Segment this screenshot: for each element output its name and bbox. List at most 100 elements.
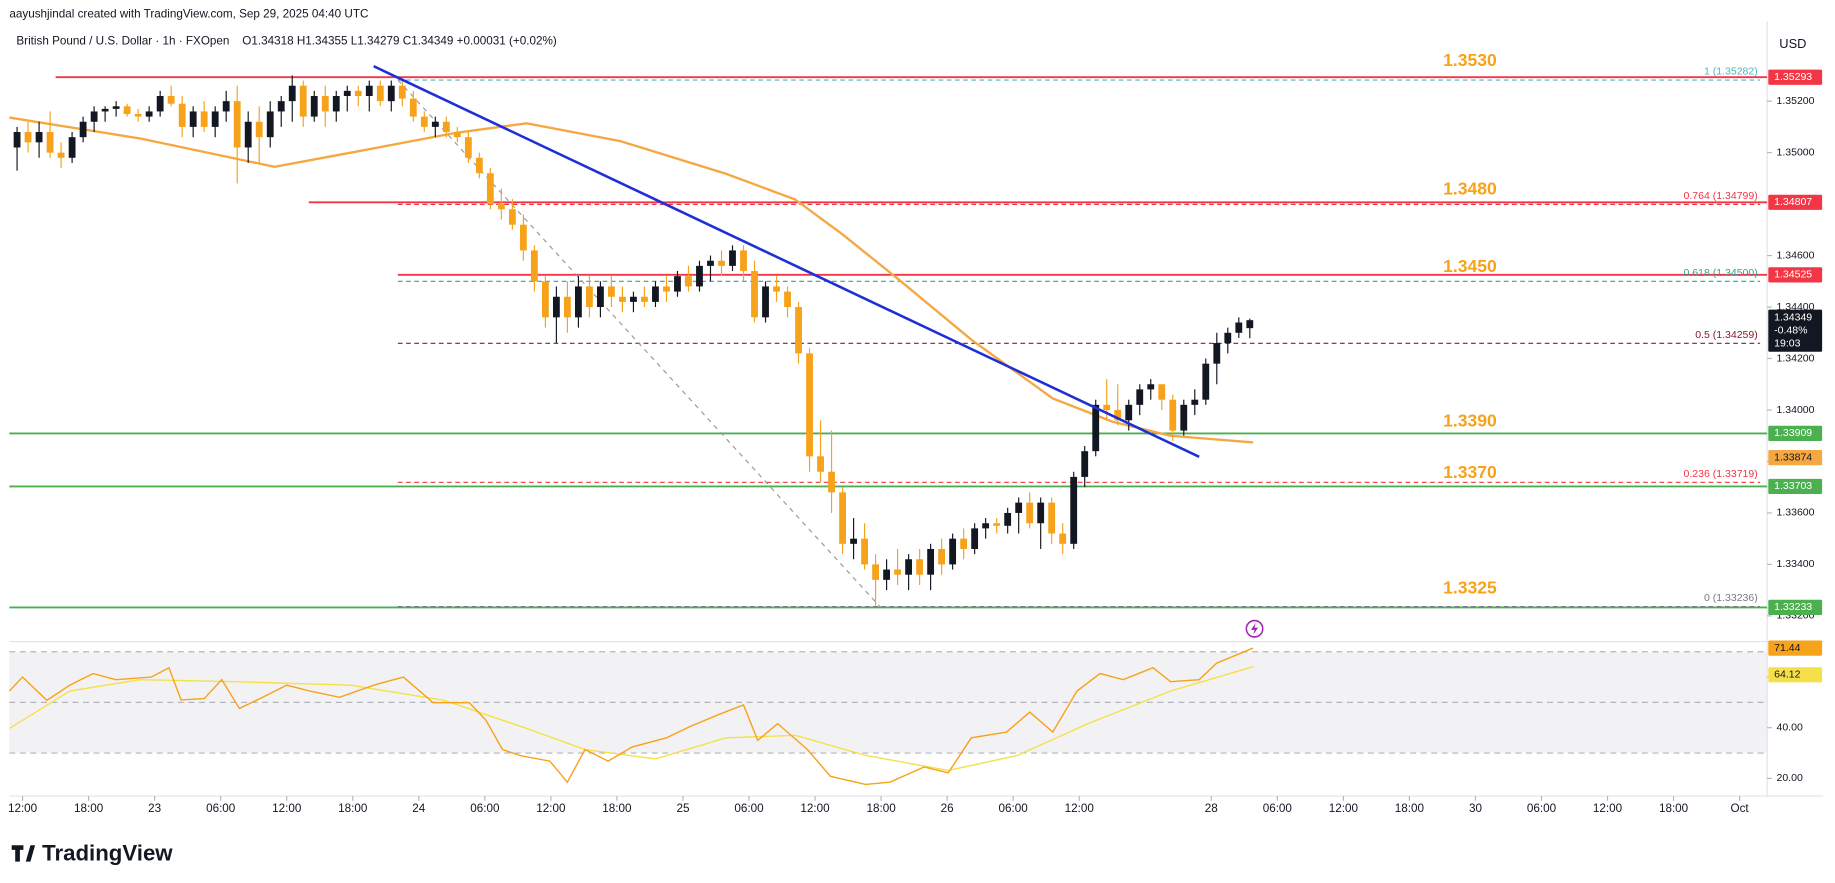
x-tick-label: 25 xyxy=(676,802,690,815)
candle-body xyxy=(916,559,924,575)
x-tick-label: 12:00 xyxy=(8,802,38,815)
level-label: 1.3450 xyxy=(1443,256,1497,276)
candle-body xyxy=(597,286,604,308)
candle-body xyxy=(486,173,494,205)
candle-body xyxy=(652,286,659,302)
candle-body xyxy=(839,492,846,544)
candle-body xyxy=(927,548,935,575)
candle-body xyxy=(850,538,857,544)
candle-body xyxy=(1147,384,1155,390)
candle-body xyxy=(674,276,681,292)
rsi-ma-badge xyxy=(1768,667,1823,683)
y-tick-label: 1.35200 xyxy=(1776,95,1814,107)
candle-body xyxy=(288,85,296,102)
x-tick-label: 26 xyxy=(941,802,954,815)
candle-body xyxy=(409,98,417,117)
candle-body xyxy=(1081,451,1089,477)
x-tick-label: 06:00 xyxy=(470,802,500,815)
candle-body xyxy=(1213,343,1221,364)
ma-badge-label: 1.33874 xyxy=(1774,451,1812,463)
candle-body xyxy=(266,111,274,138)
fib-label: 0.764 (1.34799) xyxy=(1683,190,1757,202)
candle-body xyxy=(1059,533,1067,544)
rsi-tick-label: 40.00 xyxy=(1776,722,1802,734)
candle-body xyxy=(1103,404,1111,410)
candle-body xyxy=(244,121,252,148)
fib-label: 0 (1.33236) xyxy=(1704,592,1758,604)
level-label: 1.3390 xyxy=(1443,410,1497,430)
candle-body xyxy=(365,85,373,97)
candle-body xyxy=(608,286,615,297)
candle-body xyxy=(1191,399,1199,405)
price-badge-label: 1.33909 xyxy=(1774,427,1812,439)
candle-body xyxy=(453,132,461,138)
fib-label: 0.236 (1.33719) xyxy=(1683,468,1757,480)
x-tick-label: 12:00 xyxy=(1329,802,1359,815)
brand-logo: TradingView xyxy=(11,840,173,865)
x-tick-label: 12:00 xyxy=(1593,802,1623,815)
rsi-tick-label: 20.00 xyxy=(1776,772,1802,784)
candle-body xyxy=(90,111,98,122)
candle-body xyxy=(960,538,968,549)
rsi-ma-badge-label: 64.12 xyxy=(1774,669,1800,681)
x-tick-label: 12:00 xyxy=(800,802,830,815)
candle-body xyxy=(178,103,186,127)
candle-body xyxy=(442,121,450,133)
candle-body xyxy=(35,132,43,143)
candle-body xyxy=(24,132,32,143)
candle-body xyxy=(310,96,318,117)
candle-body xyxy=(630,296,637,302)
candle-body xyxy=(883,569,891,580)
candle-body xyxy=(740,250,747,272)
candle-body xyxy=(79,121,87,138)
y-tick-label: 1.34200 xyxy=(1776,352,1814,364)
candle-body xyxy=(861,538,868,565)
x-tick-label: 12:00 xyxy=(1065,802,1095,815)
symbol: British Pound / U.S. Dollar · 1h · FXOpe… xyxy=(16,34,229,47)
candle-body xyxy=(387,85,395,102)
candle-body xyxy=(817,456,824,472)
candle-body xyxy=(773,286,780,292)
candle-body xyxy=(707,260,714,266)
candle-body xyxy=(641,296,648,302)
x-tick-label: 12:00 xyxy=(272,802,302,815)
candle-body xyxy=(530,250,538,282)
candle-body xyxy=(222,101,230,112)
x-tick-label: 12:00 xyxy=(536,802,566,815)
price-badge-label: 1.34807 xyxy=(1774,196,1812,208)
candle-body xyxy=(1048,502,1056,534)
y-tick-label: 1.33400 xyxy=(1776,558,1814,570)
candle-body xyxy=(1114,409,1122,421)
candle-body xyxy=(1235,322,1243,333)
candle-body xyxy=(123,106,131,115)
trendline xyxy=(373,65,1200,458)
candle-body xyxy=(563,296,571,318)
brand-name: TradingView xyxy=(42,840,173,865)
candle-body xyxy=(332,96,340,112)
price-badge-label: 1.33703 xyxy=(1774,480,1812,492)
current-badge xyxy=(1768,309,1823,352)
candle-body xyxy=(354,90,362,97)
candle-body xyxy=(1202,363,1210,400)
candle-body xyxy=(134,114,142,117)
x-tick-label: 18:00 xyxy=(1395,802,1425,815)
price-badge xyxy=(1768,478,1823,495)
candle-body xyxy=(299,85,307,117)
candle-body xyxy=(431,121,439,127)
y-tick-label: 1.34000 xyxy=(1776,404,1814,416)
candle-body xyxy=(894,569,902,575)
x-tick-label: 06:00 xyxy=(999,802,1029,815)
candle-body xyxy=(685,276,692,287)
level-label: 1.3370 xyxy=(1443,462,1497,482)
alert-icon xyxy=(1245,619,1264,638)
price-badge-label: 1.35293 xyxy=(1774,71,1812,83)
current-countdown: 19:03 xyxy=(1774,337,1800,349)
ohlc-legend: O1.34318 H1.34355 L1.34279 C1.34349 +0.0… xyxy=(242,34,557,47)
candle-body xyxy=(1180,404,1188,431)
current-change: -0.48% xyxy=(1774,324,1807,336)
x-tick-label: 18:00 xyxy=(866,802,896,815)
candle-body xyxy=(101,108,109,112)
x-tick-label: 18:00 xyxy=(1659,802,1689,815)
x-tick-label: Oct xyxy=(1731,802,1750,815)
y-tick-label: 1.34600 xyxy=(1776,249,1814,261)
